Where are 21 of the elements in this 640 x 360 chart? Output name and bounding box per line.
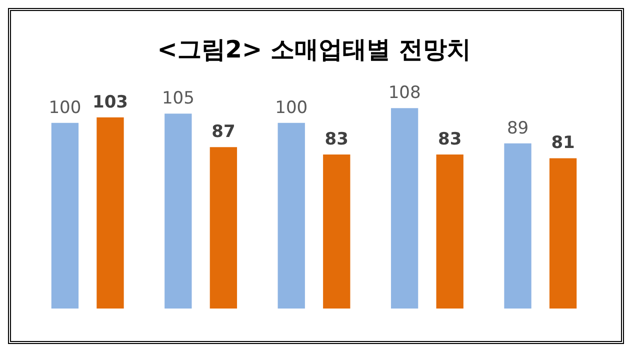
data-label: 83 [324, 129, 348, 150]
data-label: 100 [48, 98, 82, 118]
bar [210, 147, 238, 309]
data-label: 100 [275, 98, 308, 118]
bar [390, 108, 418, 309]
bar [323, 154, 350, 309]
bar [51, 122, 79, 309]
data-label: 81 [551, 133, 575, 154]
data-label: 108 [388, 83, 421, 103]
bar [96, 117, 124, 309]
data-label: 103 [92, 92, 128, 112]
bar [504, 143, 532, 309]
bar [549, 158, 577, 309]
data-label: 89 [506, 118, 529, 138]
data-label: 87 [212, 122, 236, 142]
data-label: 83 [438, 129, 462, 150]
bar [278, 122, 305, 309]
chart-title: <그림2> 소매업태별 전망치 [157, 36, 471, 64]
data-label: 105 [162, 88, 194, 109]
bar [436, 154, 464, 309]
bar [164, 114, 192, 309]
